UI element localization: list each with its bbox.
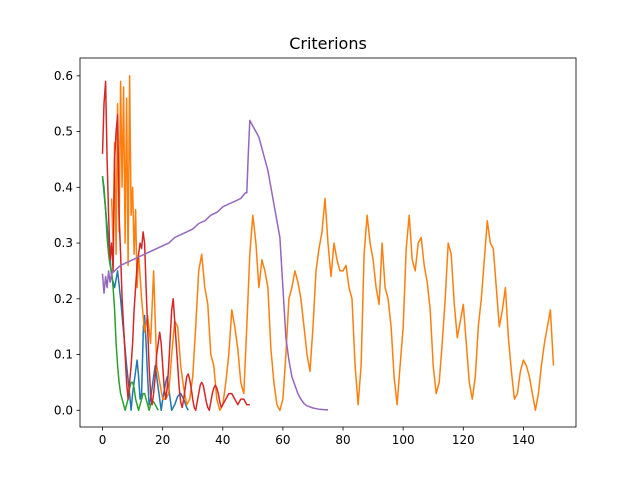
- y-tick-label: 0.3: [54, 236, 73, 250]
- y-tick-label: 0.6: [54, 69, 73, 83]
- series-line-1: [110, 75, 555, 412]
- plot-frame: [79, 57, 577, 428]
- y-tick-label: 0.4: [54, 180, 73, 194]
- x-tick-label: 60: [275, 433, 290, 447]
- y-tick-label: 0.5: [54, 125, 73, 139]
- series-line-0: [101, 176, 189, 412]
- x-tick-label: 140: [512, 433, 535, 447]
- x-tick-label: 0: [99, 433, 107, 447]
- y-tick-label: 0.2: [54, 292, 73, 306]
- x-tick-label: 40: [215, 433, 230, 447]
- x-tick-label: 80: [335, 433, 350, 447]
- x-tick-label: 100: [392, 433, 415, 447]
- series-line-4: [101, 119, 328, 411]
- chart-title: Criterions: [289, 34, 367, 53]
- series-line-3: [101, 80, 250, 412]
- x-tick-label: 120: [452, 433, 475, 447]
- series-layer: [101, 75, 555, 412]
- axes-layer: 0 20 40 60 80 100 120 140 0.0 0.1 0.2 0.3 0.4 0.5 0.6: [54, 57, 577, 447]
- x-tick-label: 20: [155, 433, 170, 447]
- y-tick-label: 0.1: [54, 348, 73, 362]
- y-tick-label: 0.0: [54, 403, 73, 417]
